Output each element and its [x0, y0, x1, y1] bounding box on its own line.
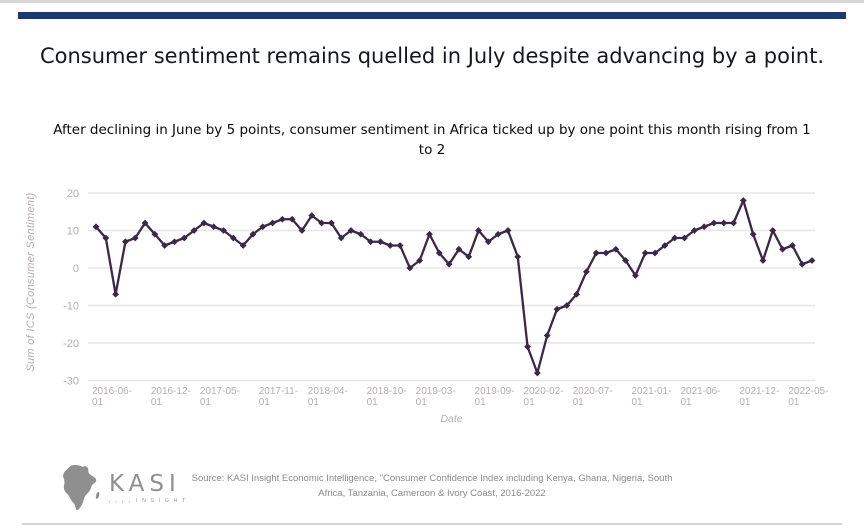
- svg-text:0: 0: [73, 263, 79, 275]
- top-edge-line: [0, 0, 864, 3]
- chart-area: Sum of ICS (Consumer Sentiment) 20 10 0 -10…: [14, 170, 844, 440]
- sentiment-line-chart: 20 10 0 -10 -20 -30 2016-06-01 2016-12-01 2017-0…: [63, 188, 828, 425]
- x-axis-title: Date: [440, 413, 462, 425]
- svg-text:-30: -30: [63, 376, 79, 388]
- page-subtitle: After declining in June by 5 points, con…: [53, 121, 811, 159]
- source-text: Source: KASI Insight Economic Intelligen…: [191, 473, 673, 499]
- logo-brand-text: KASI: [109, 471, 181, 498]
- header-accent-bar: [18, 12, 846, 19]
- logo-sub-text: INSIGHT: [136, 498, 190, 505]
- svg-text:2021-12-01: 2021-12-01: [739, 386, 779, 408]
- svg-text:2017-11-01: 2017-11-01: [259, 386, 298, 408]
- logo-text: KASI ▪ ▪ ▪ ▪ INSIGHT: [109, 473, 190, 505]
- logo-dots: ▪ ▪ ▪ ▪: [109, 499, 133, 504]
- kasi-logo: KASI ▪ ▪ ▪ ▪ INSIGHT: [58, 464, 190, 514]
- bottom-divider: [22, 523, 842, 525]
- svg-text:2020-07-01: 2020-07-01: [573, 386, 613, 408]
- svg-text:2019-03-01: 2019-03-01: [416, 386, 456, 408]
- svg-text:20: 20: [67, 188, 79, 200]
- svg-text:-10: -10: [63, 301, 79, 313]
- page-title: Consumer sentiment remains quelled in Ju…: [39, 44, 825, 69]
- svg-text:2016-12-01: 2016-12-01: [151, 386, 191, 408]
- svg-text:2018-10-01: 2018-10-01: [367, 386, 407, 408]
- svg-text:2021-01-01: 2021-01-01: [631, 386, 671, 408]
- svg-text:2018-04-01: 2018-04-01: [308, 386, 348, 408]
- svg-text:2019-09-01: 2019-09-01: [475, 386, 515, 408]
- svg-text:2021-06-01: 2021-06-01: [680, 386, 720, 408]
- svg-text:2022-05-01: 2022-05-01: [788, 386, 828, 408]
- svg-text:2017-05-01: 2017-05-01: [200, 386, 240, 408]
- africa-map-icon: [63, 465, 100, 511]
- svg-text:10: 10: [67, 226, 79, 238]
- svg-text:-20: -20: [63, 338, 79, 350]
- svg-text:2016-06-01: 2016-06-01: [92, 386, 132, 408]
- svg-text:2020-02-01: 2020-02-01: [524, 386, 564, 408]
